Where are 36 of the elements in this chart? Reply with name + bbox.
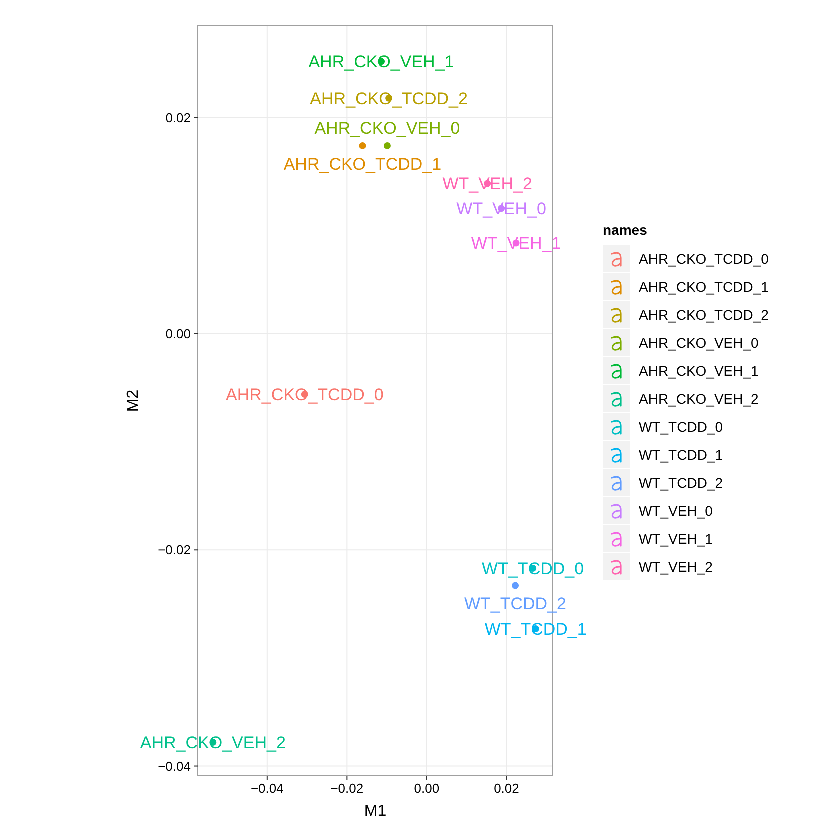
text: AHR_CKO_TCDD_0 [226,385,384,404]
point [384,142,391,150]
x-tick-label: 0.00 [414,781,440,796]
text: AHR_CKO_TCDD_1 [284,154,442,174]
legend-label: WT_VEH_0 [639,502,714,519]
legend-label: AHR_CKO_TCDD_2 [639,306,770,323]
legend-label: AHR_CKO_TCDD_0 [639,250,770,267]
text: AHR_CKO_VEH_0 [314,119,460,138]
x-tick-label: −0.04 [250,781,284,796]
legend-label: AHR_CKO_TCDD_1 [639,278,770,295]
legend-label: WT_TCDD_1 [639,446,724,463]
text: AHR_CKO_VEH_2 [140,733,286,752]
y-axis-title: M2 [125,390,142,412]
legend-title: names [603,222,648,238]
point [512,582,520,590]
y-tick-label: −0.02 [158,542,191,558]
x-axis-title: M1 [364,803,387,818]
y-tick-label: −0.04 [158,758,191,774]
legend-label: WT_VEH_1 [639,530,714,547]
legend-label: WT_TCDD_0 [639,418,724,435]
legend-label: WT_TCDD_2 [639,474,724,491]
text: AHR_CKO_VEH_1 [308,52,454,72]
text: WT_VEH_0 [456,200,546,219]
text: WT_TCDD_0 [482,559,584,578]
legend-label: WT_VEH_2 [639,558,714,575]
text: AHR_CKO_TCDD_2 [310,89,468,108]
legend-label: AHR_CKO_VEH_2 [639,390,760,407]
legend-label: AHR_CKO_VEH_0 [639,334,760,351]
text: WT_VEH_2 [442,174,532,194]
x-tick-label: −0.02 [330,781,364,796]
y-tick-label: 0.00 [166,326,191,342]
y-tick-label: 0.02 [166,110,191,126]
point [359,142,366,150]
legend-label: AHR_CKO_VEH_1 [639,362,760,379]
x-tick-label: 0.02 [494,781,520,796]
text: WT_TCDD_1 [484,620,587,639]
